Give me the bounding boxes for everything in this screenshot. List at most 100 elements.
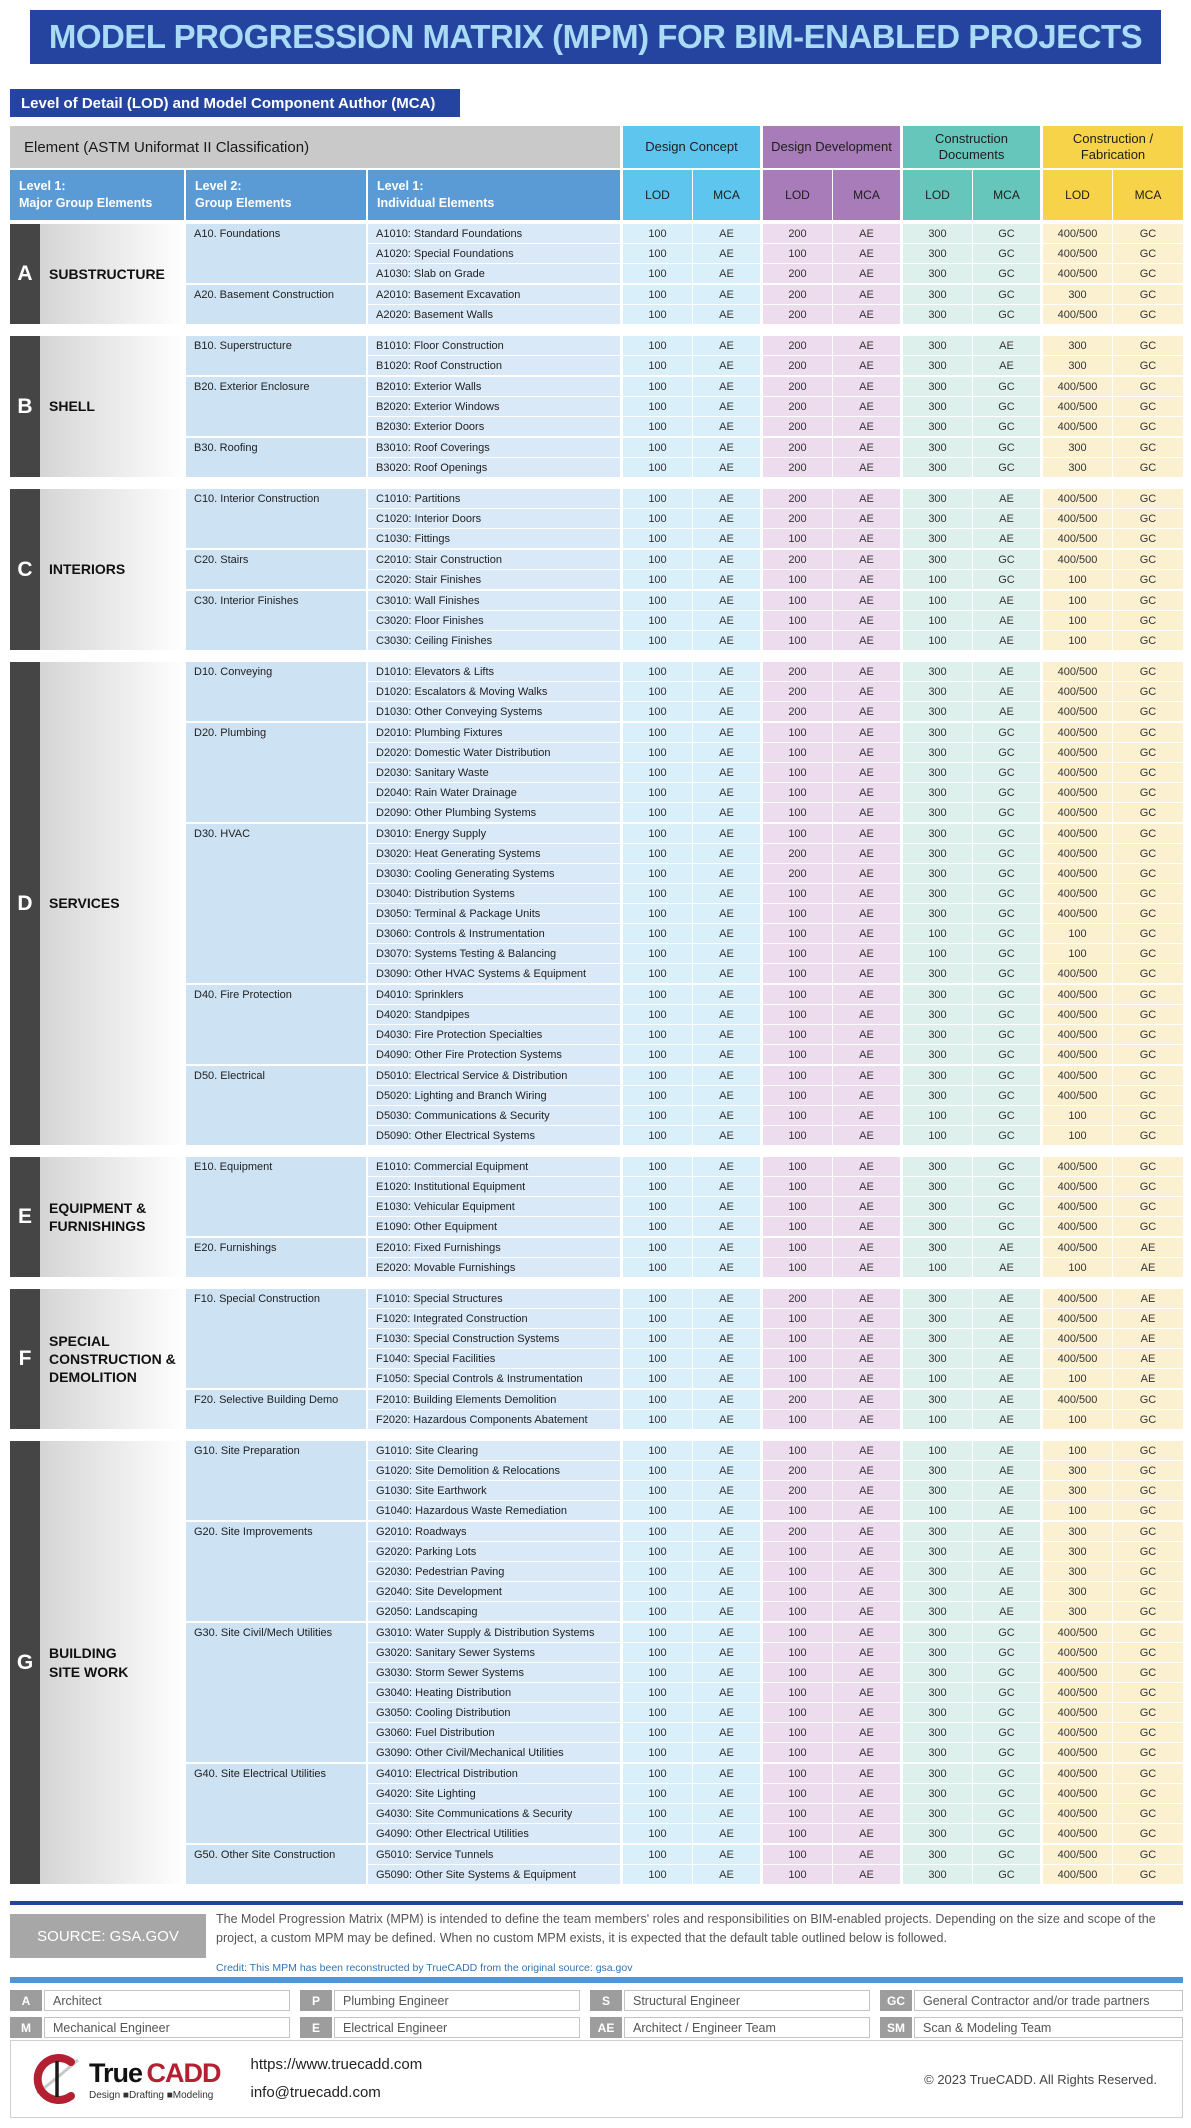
lod-cell: 400/500 <box>1043 884 1112 903</box>
section-groups: B10. Superstructure B1010: Floor Construc… <box>186 336 1183 477</box>
mpm-table: Element (ASTM Uniformat II Classificatio… <box>10 126 1183 1884</box>
mca-cell: AE <box>693 1663 760 1682</box>
group-items: G1010: Site Clearing 100 AE 100 AE 100 AE 100 GC… <box>368 1441 1183 1520</box>
table-row: D4020: Standpipes 100 AE 100 AE 300 GC 400/500 G… <box>368 1005 1183 1024</box>
group-items: B2010: Exterior Walls 100 AE 200 AE 300 GC 400/… <box>368 377 1183 436</box>
lod-column-header: LOD <box>903 170 972 220</box>
table-row: A1010: Standard Foundations 100 AE 200 AE 300… <box>368 224 1183 243</box>
table-row: D2040: Rain Water Drainage 100 AE 100 AE 300 G… <box>368 783 1183 802</box>
mca-column-header: MCA <box>973 170 1040 220</box>
lod-cell: 100 <box>623 1106 692 1125</box>
group-row: G40. Site Electrical Utilities G4010: Ele… <box>186 1764 1183 1843</box>
lod-cell: 400/500 <box>1043 844 1112 863</box>
mca-cell: GC <box>1113 224 1183 243</box>
lod-cell: 100 <box>623 1784 692 1803</box>
table-row: D5010: Electrical Service & Distribution… <box>368 1066 1183 1085</box>
lod-cell: 100 <box>623 1157 692 1176</box>
mca-cell: GC <box>1113 509 1183 528</box>
lod-cell: 400/500 <box>1043 743 1112 762</box>
table-row: G3040: Heating Distribution 100 AE 100 AE 300… <box>368 1683 1183 1702</box>
mca-cell: AE <box>833 964 900 983</box>
item-label: D2030: Sanitary Waste <box>368 763 620 782</box>
mca-cell: AE <box>833 570 900 589</box>
lod-cell: 100 <box>763 570 832 589</box>
legend-label: Structural Engineer <box>624 1990 870 2011</box>
group-label: G10. Site Preparation <box>186 1441 366 1520</box>
lod-cell: 300 <box>903 904 972 923</box>
lod-cell: 100 <box>623 224 692 243</box>
lod-cell: 100 <box>903 1126 972 1145</box>
item-label: C2010: Stair Construction <box>368 550 620 569</box>
group-items: D2010: Plumbing Fixtures 100 AE 100 AE 300 GC 4… <box>368 723 1183 822</box>
mca-cell: GC <box>1113 356 1183 375</box>
mca-cell: AE <box>973 1309 1040 1328</box>
mca-cell: GC <box>1113 1197 1183 1216</box>
mca-cell: GC <box>1113 570 1183 589</box>
lod-cell: 100 <box>623 1643 692 1662</box>
lod-cell: 300 <box>903 1602 972 1621</box>
mca-cell: AE <box>693 1602 760 1621</box>
item-label: D2040: Rain Water Drainage <box>368 783 620 802</box>
mca-cell: AE <box>833 285 900 304</box>
mca-cell: AE <box>693 631 760 650</box>
table-row: D5090: Other Electrical Systems 100 AE 100 A… <box>368 1126 1183 1145</box>
table-row: G1040: Hazardous Waste Remediation 100 AE 1… <box>368 1501 1183 1520</box>
lod-cell: 100 <box>623 1217 692 1236</box>
mca-cell: GC <box>1113 1005 1183 1024</box>
mca-cell: GC <box>973 550 1040 569</box>
mca-cell: AE <box>833 1723 900 1742</box>
lod-cell: 300 <box>903 1461 972 1480</box>
lod-cell: 300 <box>903 662 972 681</box>
legend-label: Plumbing Engineer <box>334 1990 580 2011</box>
lod-cell: 300 <box>903 1157 972 1176</box>
item-label: C3030: Ceiling Finishes <box>368 631 620 650</box>
lod-cell: 100 <box>623 1390 692 1409</box>
lod-cell: 300 <box>903 305 972 324</box>
mca-cell: AE <box>833 1703 900 1722</box>
lod-cell: 100 <box>623 1258 692 1277</box>
item-label: C3020: Floor Finishes <box>368 611 620 630</box>
table-row: G2010: Roadways 100 AE 200 AE 300 AE 300 GC <box>368 1522 1183 1541</box>
lod-cell: 300 <box>903 550 972 569</box>
table-row: B1020: Roof Construction 100 AE 200 AE 300 AE 3… <box>368 356 1183 375</box>
phase-header: Design Development <box>763 126 900 168</box>
lod-cell: 100 <box>763 1410 832 1429</box>
mca-cell: AE <box>693 1542 760 1561</box>
lod-cell: 200 <box>763 377 832 396</box>
lod-cell: 400/500 <box>1043 1623 1112 1642</box>
logo-word-cadd: CADD <box>146 2057 221 2088</box>
table-row: G3010: Water Supply & Distribution Syste… <box>368 1623 1183 1642</box>
lod-cell: 300 <box>1043 1481 1112 1500</box>
table-row: G2050: Landscaping 100 AE 100 AE 300 AE 300 GC <box>368 1602 1183 1621</box>
lod-cell: 100 <box>763 1349 832 1368</box>
mca-cell: AE <box>693 611 760 630</box>
lod-cell: 100 <box>903 591 972 610</box>
lod-cell: 100 <box>623 377 692 396</box>
mca-cell: GC <box>1113 1663 1183 1682</box>
mca-cell: GC <box>973 1643 1040 1662</box>
lod-cell: 300 <box>903 1481 972 1500</box>
mca-cell: AE <box>833 1025 900 1044</box>
table-row: G5090: Other Site Systems & Equipment 100… <box>368 1865 1183 1884</box>
mca-cell: AE <box>833 1086 900 1105</box>
website-link[interactable]: https://www.truecadd.com <box>250 2055 423 2073</box>
lod-cell: 300 <box>1043 1461 1112 1480</box>
mca-cell: GC <box>1113 1845 1183 1864</box>
mca-cell: GC <box>1113 1743 1183 1762</box>
mca-cell: GC <box>1113 377 1183 396</box>
lod-cell: 400/500 <box>1043 1197 1112 1216</box>
mca-cell: AE <box>693 1824 760 1843</box>
mca-cell: GC <box>1113 591 1183 610</box>
mca-cell: AE <box>833 1045 900 1064</box>
mca-cell: AE <box>693 509 760 528</box>
email-link[interactable]: info@truecadd.com <box>250 2084 381 2101</box>
table-row: D3010: Energy Supply 100 AE 100 AE 300 GC 400/5… <box>368 824 1183 843</box>
mca-cell: GC <box>973 743 1040 762</box>
lod-cell: 300 <box>903 438 972 457</box>
group-label: D10. Conveying <box>186 662 366 721</box>
item-label: G4010: Electrical Distribution <box>368 1764 620 1783</box>
lod-cell: 400/500 <box>1043 1289 1112 1308</box>
table-row: D1020: Escalators & Moving Walks 100 AE 200… <box>368 682 1183 701</box>
mca-cell: AE <box>693 1764 760 1783</box>
mca-cell: GC <box>1113 964 1183 983</box>
